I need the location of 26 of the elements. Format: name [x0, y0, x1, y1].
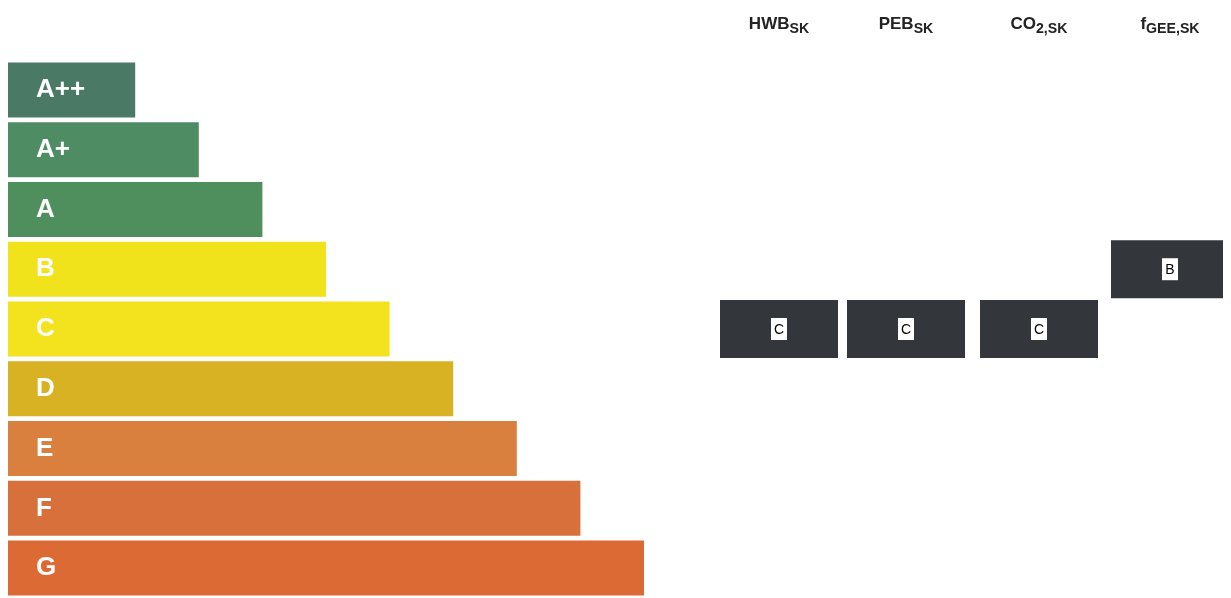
text: HWB$_{SK}$ — [747, 14, 811, 37]
y-tick-label: B — [36, 252, 55, 283]
bar — [8, 62, 136, 118]
bar — [8, 480, 581, 536]
bar — [8, 301, 390, 357]
text: C — [773, 320, 785, 337]
text: CO$_{2,SK}$ — [1009, 14, 1069, 37]
bar — [8, 122, 199, 178]
text: C — [900, 320, 912, 337]
y-tick-label: A+ — [36, 132, 70, 163]
text: B — [1165, 261, 1175, 278]
y-tick-label: G — [36, 551, 57, 582]
bar — [8, 540, 644, 596]
y-tick-label: F — [36, 491, 52, 522]
y-tick-label: A — [36, 192, 55, 223]
bar — [8, 241, 326, 297]
text: C — [1033, 320, 1045, 337]
bar — [8, 181, 263, 237]
y-tick-label: C — [36, 312, 55, 343]
y-tick-label: E — [36, 431, 54, 462]
bar — [8, 361, 454, 417]
bar — [8, 421, 517, 477]
y-tick-label: A++ — [36, 73, 86, 104]
text: f$_{GEE,SK}$ — [1139, 14, 1201, 37]
y-tick-label: D — [36, 371, 55, 402]
text: PEB$_{SK}$ — [877, 14, 935, 37]
